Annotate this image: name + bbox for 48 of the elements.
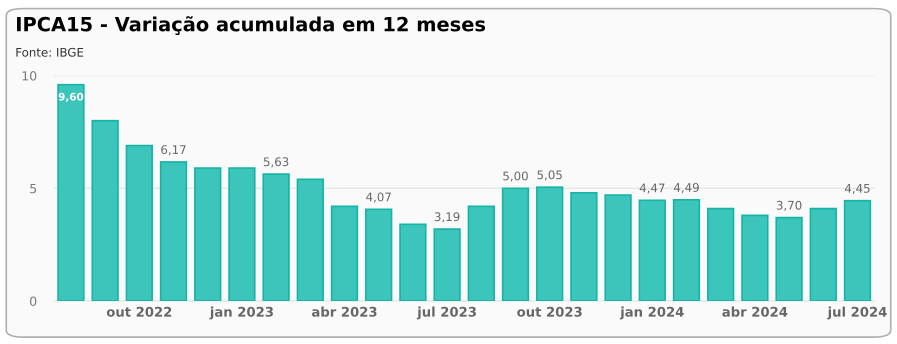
bar — [262, 173, 290, 301]
x-tick-label: jul 2024 — [827, 306, 887, 320]
bar — [228, 167, 256, 301]
chart-title: IPCA15 - Variação acumulada em 12 meses — [17, 16, 486, 36]
y-tick-label: 0 — [30, 296, 36, 306]
x-tick-label: out 2022 — [106, 306, 172, 317]
x-tick-label: jan 2024 — [620, 306, 684, 320]
x-tick-label: out 2023 — [517, 306, 582, 317]
bar — [775, 216, 803, 301]
bar — [672, 198, 700, 301]
bar — [57, 84, 85, 301]
bar — [126, 144, 153, 301]
data-label: 5,05 — [537, 170, 562, 180]
bar — [433, 228, 461, 301]
x-tick-label: abr 2023 — [312, 306, 377, 317]
bar — [741, 214, 769, 301]
source-note: Fonte: IBGE — [16, 48, 84, 57]
bar — [296, 178, 324, 301]
bar — [194, 167, 222, 301]
bar — [638, 199, 666, 301]
x-tick-label: jul 2023 — [416, 306, 476, 320]
data-label: 4,47 — [640, 184, 664, 194]
bar — [536, 186, 564, 301]
x-tick-label: abr 2024 — [722, 306, 788, 317]
bar — [365, 208, 392, 301]
bar — [604, 194, 632, 301]
data-label: 6,17 — [161, 145, 186, 156]
data-label: 3,19 — [434, 212, 460, 222]
data-label: 5,00 — [503, 171, 528, 182]
x-tick-label: jan 2023 — [209, 306, 273, 320]
bar — [91, 120, 119, 301]
data-label: 3,70 — [776, 200, 802, 211]
y-tick-label: 5 — [30, 184, 36, 194]
data-label: 4,45 — [844, 184, 870, 194]
bar — [468, 206, 495, 301]
bar — [844, 200, 872, 301]
data-label: 4,07 — [366, 192, 391, 203]
bar — [160, 161, 188, 301]
bar — [810, 208, 837, 301]
data-label: 4,49 — [674, 182, 699, 194]
bar — [707, 208, 734, 301]
data-label: 5,63 — [264, 157, 288, 168]
data-label: 9,60 — [58, 92, 84, 102]
bar — [330, 206, 358, 301]
bar — [570, 192, 598, 301]
bar — [502, 188, 530, 301]
y-tick-label: 10 — [22, 71, 36, 81]
bar — [399, 224, 427, 301]
